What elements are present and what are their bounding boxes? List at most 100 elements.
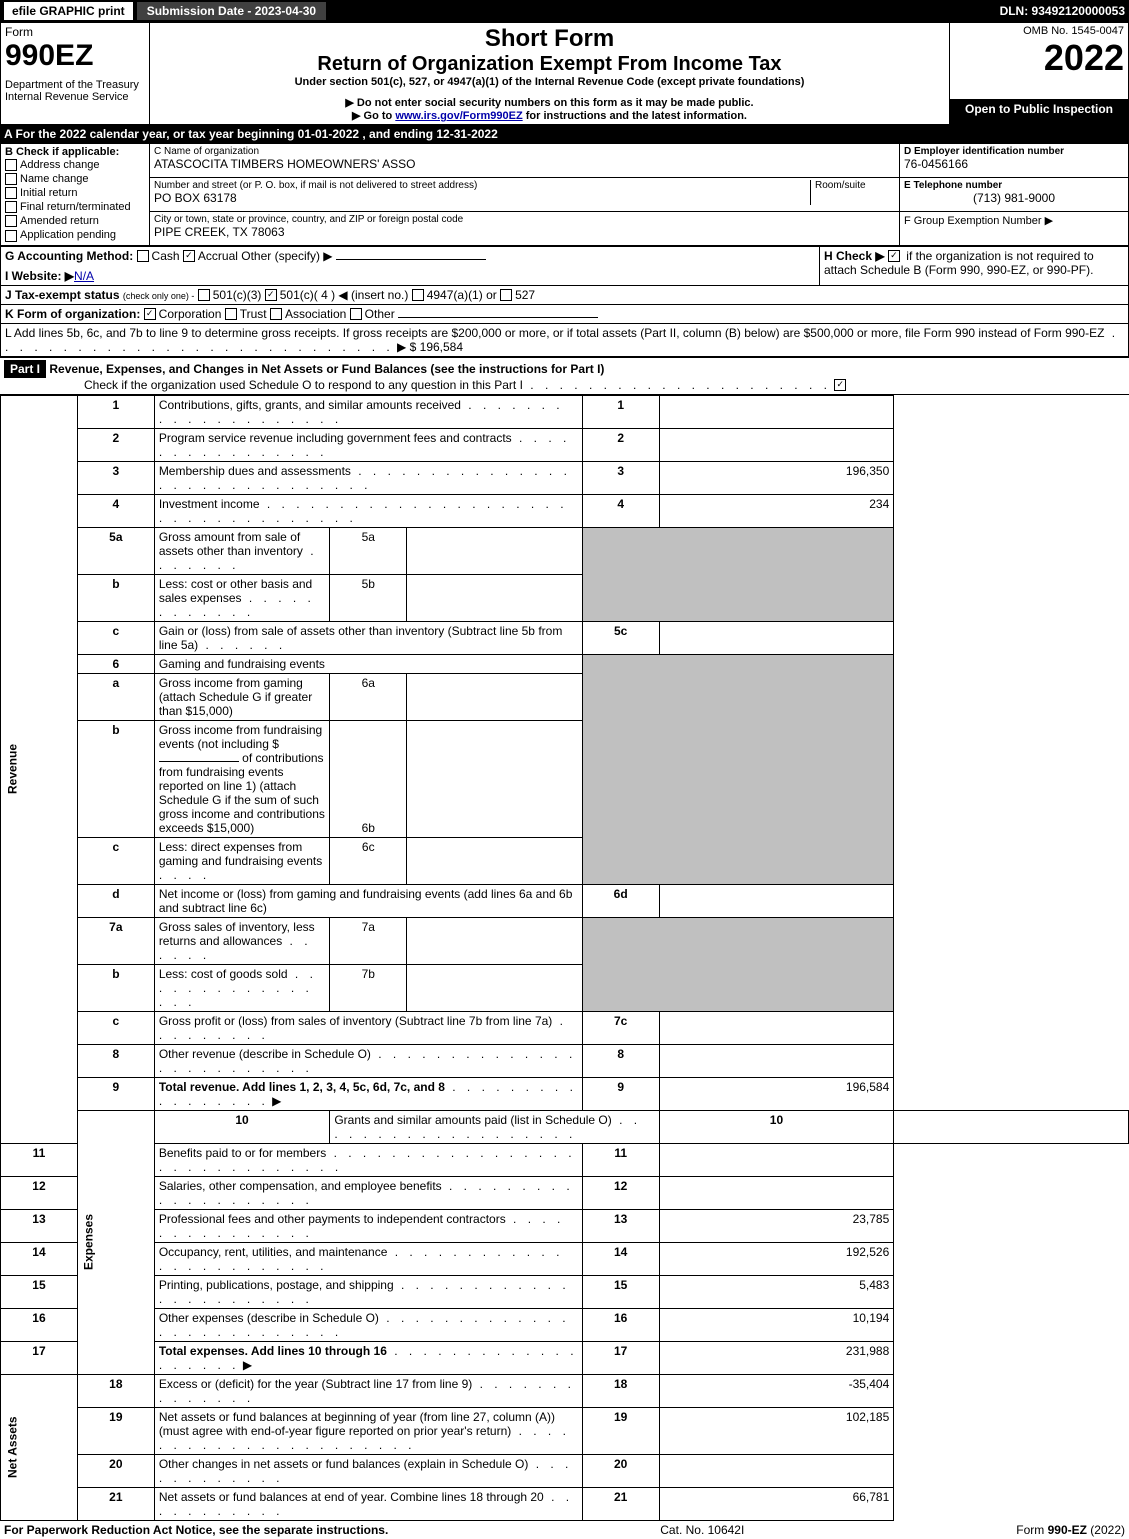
room-label: Room/suite: [815, 180, 895, 191]
line-17-num: 17: [1, 1341, 78, 1374]
line-5a-sub: 5a: [330, 527, 407, 574]
line-6c-text: Less: direct expenses from gaming and fu…: [159, 840, 322, 868]
line-7c-text: Gross profit or (loss) from sales of inv…: [159, 1014, 552, 1028]
line-1-val: [659, 395, 894, 428]
goto-post: for instructions and the latest informat…: [523, 110, 747, 122]
line-5a-text: Gross amount from sale of assets other t…: [159, 530, 303, 558]
dept-treasury: Department of the Treasury Internal Reve…: [5, 79, 145, 103]
section-e-label: E Telephone number: [904, 180, 1124, 191]
line-12-num: 12: [1, 1176, 78, 1209]
page-footer: For Paperwork Reduction Act Notice, see …: [0, 1521, 1129, 1539]
line-7b-num: b: [77, 964, 154, 1011]
check-application-pending[interactable]: Application pending: [5, 228, 145, 242]
line-11-text: Benefits paid to or for members: [159, 1146, 326, 1160]
check-initial-return[interactable]: Initial return: [5, 186, 145, 200]
section-h: H Check ▶ ✓ if the organization is not r…: [824, 249, 1124, 277]
line-2-box: 2: [582, 428, 659, 461]
line-6d-num: d: [77, 884, 154, 917]
irs-link[interactable]: www.irs.gov/Form990EZ: [395, 110, 522, 122]
line-3-num: 3: [77, 461, 154, 494]
street-address: PO BOX 63178: [154, 191, 810, 205]
line-1-text: Contributions, gifts, grants, and simila…: [159, 398, 461, 412]
line-14-val: 192,526: [659, 1242, 894, 1275]
check-final-return[interactable]: Final return/terminated: [5, 200, 145, 214]
line-4-val: 234: [659, 494, 894, 527]
accrual-checkbox[interactable]: ✓: [183, 250, 195, 262]
line-8-text: Other revenue (describe in Schedule O): [159, 1047, 371, 1061]
4947-checkbox[interactable]: [412, 289, 424, 301]
line-10-num: 10: [154, 1110, 330, 1143]
line-14-num: 14: [1, 1242, 78, 1275]
527-checkbox[interactable]: [500, 289, 512, 301]
line-8-box: 8: [582, 1044, 659, 1077]
line-10-text: Grants and similar amounts paid (list in…: [334, 1113, 611, 1127]
section-a: A For the 2022 calendar year, or tax yea…: [0, 125, 1129, 143]
city-state-zip: PIPE CREEK, TX 78063: [154, 225, 895, 239]
line-12-box: 12: [582, 1176, 659, 1209]
corp-checkbox[interactable]: ✓: [144, 308, 156, 320]
line-11-box: 11: [582, 1143, 659, 1176]
tax-year: 2022: [954, 37, 1124, 79]
form-word: Form: [5, 25, 145, 39]
check-address-change[interactable]: Address change: [5, 158, 145, 172]
short-form-title: Short Form: [154, 25, 945, 53]
revenue-label: Revenue: [1, 395, 78, 1143]
return-title: Return of Organization Exempt From Incom…: [154, 53, 945, 76]
check-name-change[interactable]: Name change: [5, 172, 145, 186]
line-20-num: 20: [77, 1454, 154, 1487]
501c-checkbox[interactable]: ✓: [265, 289, 277, 301]
line-6b-num: b: [77, 720, 154, 837]
line-14-text: Occupancy, rent, utilities, and maintena…: [159, 1245, 388, 1259]
check-amended-return[interactable]: Amended return: [5, 214, 145, 228]
line-15-num: 15: [1, 1275, 78, 1308]
line-13-num: 13: [1, 1209, 78, 1242]
part-i-check-text: Check if the organization used Schedule …: [84, 378, 523, 392]
omb-number: OMB No. 1545-0047: [954, 25, 1124, 37]
line-17-box: 17: [582, 1341, 659, 1374]
telephone: (713) 981-9000: [904, 191, 1124, 205]
line-12-text: Salaries, other compensation, and employ…: [159, 1179, 442, 1193]
line-12-val: [659, 1176, 894, 1209]
line-19-num: 19: [77, 1407, 154, 1454]
ssn-note: ▶ Do not enter social security numbers o…: [154, 96, 945, 109]
line-5c-box: 5c: [582, 621, 659, 654]
submission-date: Submission Date - 2023-04-30: [137, 2, 326, 20]
line-6-text: Gaming and fundraising events: [154, 654, 582, 673]
cash-checkbox[interactable]: [137, 250, 149, 262]
line-18-val: -35,404: [659, 1374, 894, 1407]
line-20-val: [659, 1454, 894, 1487]
line-1-box: 1: [582, 395, 659, 428]
line-15-text: Printing, publications, postage, and shi…: [159, 1278, 394, 1292]
line-18-text: Excess or (deficit) for the year (Subtra…: [159, 1377, 472, 1391]
section-g: G Accounting Method: Cash ✓Accrual Other…: [5, 249, 815, 263]
entity-info: B Check if applicable: Address change Na…: [0, 143, 1129, 246]
line-13-box: 13: [582, 1209, 659, 1242]
other-checkbox[interactable]: [350, 308, 362, 320]
website-value[interactable]: N/A: [74, 269, 94, 283]
line-18-box: 18: [582, 1374, 659, 1407]
line-5c-val: [659, 621, 894, 654]
line-2-text: Program service revenue including govern…: [159, 431, 512, 445]
501c3-checkbox[interactable]: [198, 289, 210, 301]
schedule-o-checkbox[interactable]: ✓: [834, 379, 846, 391]
assoc-checkbox[interactable]: [270, 308, 282, 320]
schedule-b-checkbox[interactable]: ✓: [888, 250, 900, 262]
line-19-text: Net assets or fund balances at beginning…: [159, 1410, 555, 1438]
line-7c-box: 7c: [582, 1011, 659, 1044]
ein: 76-0456166: [904, 157, 1124, 171]
line-10-val: [894, 1110, 1129, 1143]
line-13-text: Professional fees and other payments to …: [159, 1212, 506, 1226]
line-15-box: 15: [582, 1275, 659, 1308]
trust-checkbox[interactable]: [225, 308, 237, 320]
line-7b-text: Less: cost of goods sold: [159, 967, 288, 981]
line-16-val: 10,194: [659, 1308, 894, 1341]
under-section: Under section 501(c), 527, or 4947(a)(1)…: [154, 76, 945, 88]
line-7c-num: c: [77, 1011, 154, 1044]
top-bar: efile GRAPHIC print Submission Date - 20…: [0, 0, 1129, 22]
line-9-box: 9: [582, 1077, 659, 1110]
line-6c-sub: 6c: [330, 837, 407, 884]
efile-print-button[interactable]: efile GRAPHIC print: [4, 2, 133, 20]
line-6b-pre: Gross income from fundraising events (no…: [159, 723, 322, 751]
line-11-val: [659, 1143, 894, 1176]
line-19-box: 19: [582, 1407, 659, 1454]
